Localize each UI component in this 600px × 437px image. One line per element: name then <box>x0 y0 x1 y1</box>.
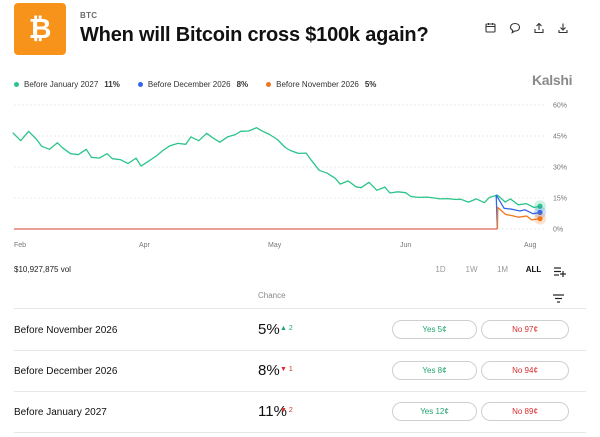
series-end-dot <box>537 209 543 216</box>
buy-no-button[interactable]: No 89¢ <box>481 402 569 421</box>
table-row[interactable]: Before November 2026 5% ▲ 2 Yes 5¢ No 97… <box>0 310 600 350</box>
row-divider <box>14 308 586 309</box>
legend-item-nov-2026[interactable]: Before November 2026 5% <box>266 80 376 89</box>
x-tick-label: Jun <box>400 242 411 249</box>
calendar-icon[interactable] <box>483 20 498 35</box>
row-label: Before January 2027 <box>14 407 107 418</box>
volume-text: $10,927,875 vol <box>14 265 71 274</box>
row-chance: 11% <box>258 403 287 420</box>
range-all[interactable]: ALL <box>525 265 542 274</box>
x-tick-label: May <box>268 242 282 249</box>
chart-legend: Before January 2027 11% Before December … <box>14 80 394 89</box>
row-label: Before December 2026 <box>14 366 118 377</box>
share-icon[interactable] <box>531 20 546 35</box>
buy-yes-button[interactable]: Yes 8¢ <box>392 361 477 380</box>
x-tick-label: Aug <box>524 242 537 249</box>
legend-value: 8% <box>236 80 249 89</box>
market-ticker: BTC <box>80 11 98 20</box>
row-chance: 8% <box>258 362 280 379</box>
row-chance: 5% <box>258 321 280 338</box>
delta-value: 2 <box>288 325 293 332</box>
kalshi-brand: Kalshi <box>532 72 573 88</box>
buy-yes-button[interactable]: Yes 5¢ <box>392 320 477 339</box>
series-line <box>496 206 540 230</box>
delta-value: 1 <box>288 366 293 373</box>
add-to-watchlist-icon[interactable] <box>553 264 566 282</box>
legend-value: 11% <box>104 80 120 89</box>
buy-no-button[interactable]: No 97¢ <box>481 320 569 339</box>
delta-value: 2 <box>288 407 293 414</box>
x-tick-label: Feb <box>14 242 26 249</box>
range-1m[interactable]: 1M <box>496 265 509 274</box>
comment-icon[interactable] <box>507 20 522 35</box>
y-tick-label: 45% <box>553 134 567 141</box>
row-delta: ▲ 2 <box>280 325 293 332</box>
bitcoin-icon: ₿ <box>29 12 52 45</box>
legend-dot <box>14 82 19 87</box>
legend-item-dec-2026[interactable]: Before December 2026 8% <box>137 80 249 89</box>
price-chart[interactable]: 60% 45% 30% 15% 0% Feb Apr May Jun Aug <box>0 95 600 255</box>
buy-yes-button[interactable]: Yes 12¢ <box>392 402 477 421</box>
row-delta: ▼ 2 <box>280 407 293 414</box>
y-tick-label: 30% <box>553 165 567 172</box>
legend-value: 5% <box>364 80 377 89</box>
row-delta: ▼ 1 <box>280 366 293 373</box>
legend-label: Before December 2026 <box>147 80 231 89</box>
table-row[interactable]: Before January 2027 11% ▼ 2 Yes 12¢ No 8… <box>0 392 600 432</box>
legend-dot <box>266 82 272 87</box>
legend-dot <box>137 82 143 87</box>
arrow-up-icon: ▲ <box>280 325 287 332</box>
legend-label: Before November 2026 <box>276 80 359 89</box>
arrow-down-icon: ▼ <box>280 366 287 373</box>
series-line <box>495 194 541 230</box>
series-end-dot <box>537 203 543 209</box>
series-end-dot <box>537 216 543 222</box>
svg-text:₿: ₿ <box>29 12 52 45</box>
row-divider <box>14 391 586 392</box>
row-divider <box>14 350 586 351</box>
row-label: Before November 2026 <box>14 325 118 336</box>
download-icon[interactable] <box>555 20 570 35</box>
chance-column-header: Chance <box>258 291 286 300</box>
legend-item-jan-2027[interactable]: Before January 2027 11% <box>14 80 120 89</box>
x-tick-label: Apr <box>139 242 151 249</box>
buy-no-button[interactable]: No 94¢ <box>481 361 569 380</box>
range-1d[interactable]: 1D <box>435 265 446 274</box>
y-tick-label: 60% <box>553 103 567 110</box>
time-range-selector: 1D 1W 1M ALL <box>425 265 549 274</box>
row-divider <box>14 432 586 433</box>
series-line <box>12 127 540 209</box>
bitcoin-logo: ₿ <box>14 3 66 55</box>
y-tick-label: 0% <box>553 227 563 234</box>
header-actions <box>483 20 570 35</box>
y-tick-label: 15% <box>553 196 567 203</box>
range-1w[interactable]: 1W <box>465 265 478 274</box>
legend-label: Before January 2027 <box>24 80 99 89</box>
arrow-down-icon: ▼ <box>280 407 287 414</box>
table-row[interactable]: Before December 2026 8% ▼ 1 Yes 8¢ No 94… <box>0 351 600 391</box>
sort-icon[interactable] <box>553 290 564 308</box>
page-title: When will Bitcoin cross $100k again? <box>80 24 429 46</box>
